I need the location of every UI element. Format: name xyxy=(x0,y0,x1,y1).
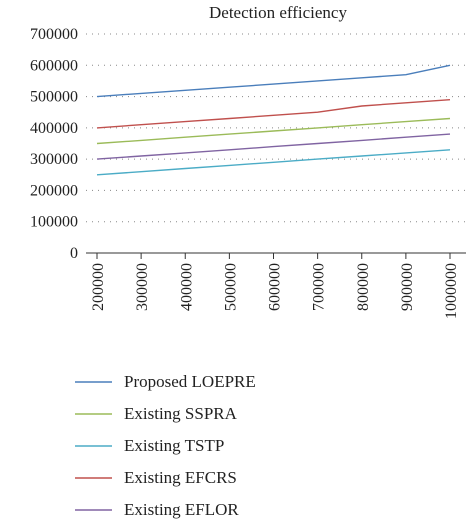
legend-label: Existing TSTP xyxy=(124,436,224,455)
x-axis: 200000 300000 400000 500000 600000 700000 8000… xyxy=(86,252,466,319)
series-lines xyxy=(96,64,451,176)
legend-label: Existing EFCRS xyxy=(124,468,237,487)
chart-title: Detection efficiency xyxy=(209,3,347,22)
y-tick-label: 200000 xyxy=(30,182,78,199)
legend-label: Proposed LOEPRE xyxy=(124,372,256,391)
x-tick-label: 900000 xyxy=(399,263,416,311)
x-tick-label: 500000 xyxy=(222,263,239,311)
grid-lines xyxy=(86,33,466,223)
legend-label: Existing EFLOR xyxy=(124,500,239,519)
legend: Proposed LOEPRE Existing SSPRA Existing TS… xyxy=(75,372,256,519)
y-axis: 0 100000 200000 300000 400000 500000 600000 700… xyxy=(30,26,78,262)
x-tick-label: 700000 xyxy=(311,263,328,311)
series-line xyxy=(96,117,451,145)
x-tick-label: 1000000 xyxy=(443,263,460,319)
y-tick-label: 100000 xyxy=(30,214,78,231)
y-tick-label: 300000 xyxy=(30,151,78,168)
x-tick-label: 800000 xyxy=(355,263,372,311)
series-line xyxy=(96,133,451,160)
x-tick-label: 600000 xyxy=(267,263,284,311)
y-tick-label: 0 xyxy=(70,245,78,262)
y-tick-label: 500000 xyxy=(30,89,78,106)
series-line xyxy=(96,64,451,98)
legend-label: Existing SSPRA xyxy=(124,404,238,423)
x-tick-label: 400000 xyxy=(178,263,195,311)
y-tick-label: 600000 xyxy=(30,57,78,74)
series-line xyxy=(96,99,451,129)
x-tick-label: 300000 xyxy=(134,263,151,311)
y-tick-label: 400000 xyxy=(30,120,78,137)
y-tick-label: 700000 xyxy=(30,26,78,43)
x-tick-label: 200000 xyxy=(90,263,107,311)
series-line xyxy=(96,149,451,176)
